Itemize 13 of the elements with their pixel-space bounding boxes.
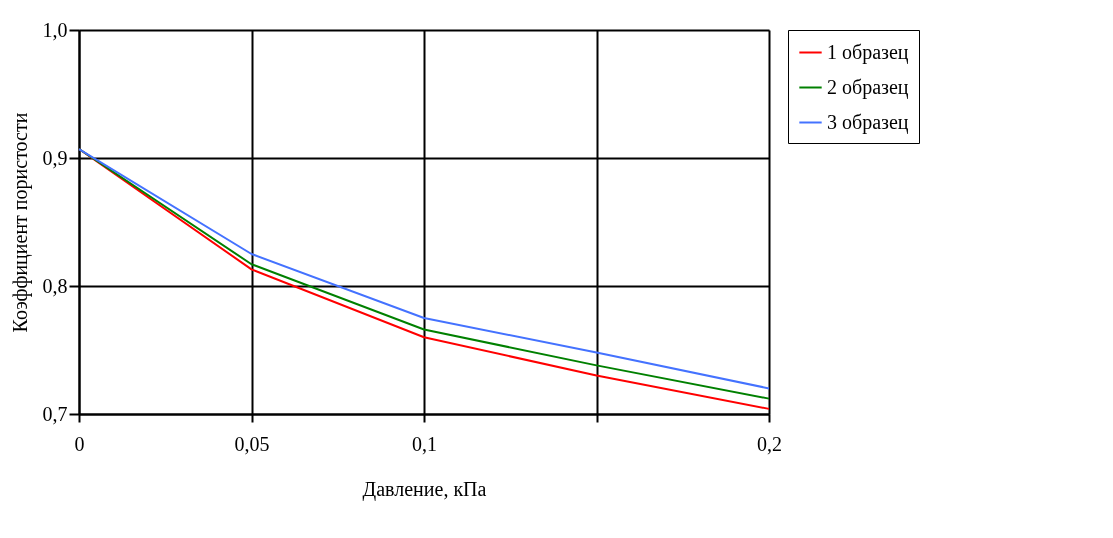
x-tick-label: 0,2 xyxy=(757,432,782,455)
x-tick-label: 0,05 xyxy=(234,432,270,455)
x-tick-label: 0,1 xyxy=(412,432,437,455)
y-tick-label: 0,7 xyxy=(42,402,68,425)
y-tick-label: 0,8 xyxy=(42,274,68,297)
legend-label: 3 образец xyxy=(827,110,909,134)
x-tick-label: 0 xyxy=(74,432,85,455)
y-tick-label: 1,0 xyxy=(42,18,68,41)
y-axis-title: Коэффициент пористости xyxy=(8,112,32,333)
x-axis-title: Давление, кПа xyxy=(362,477,487,501)
y-tick-label: 0,9 xyxy=(42,146,68,169)
legend-label: 1 образец xyxy=(827,40,909,64)
legend-label: 2 образец xyxy=(827,75,909,99)
